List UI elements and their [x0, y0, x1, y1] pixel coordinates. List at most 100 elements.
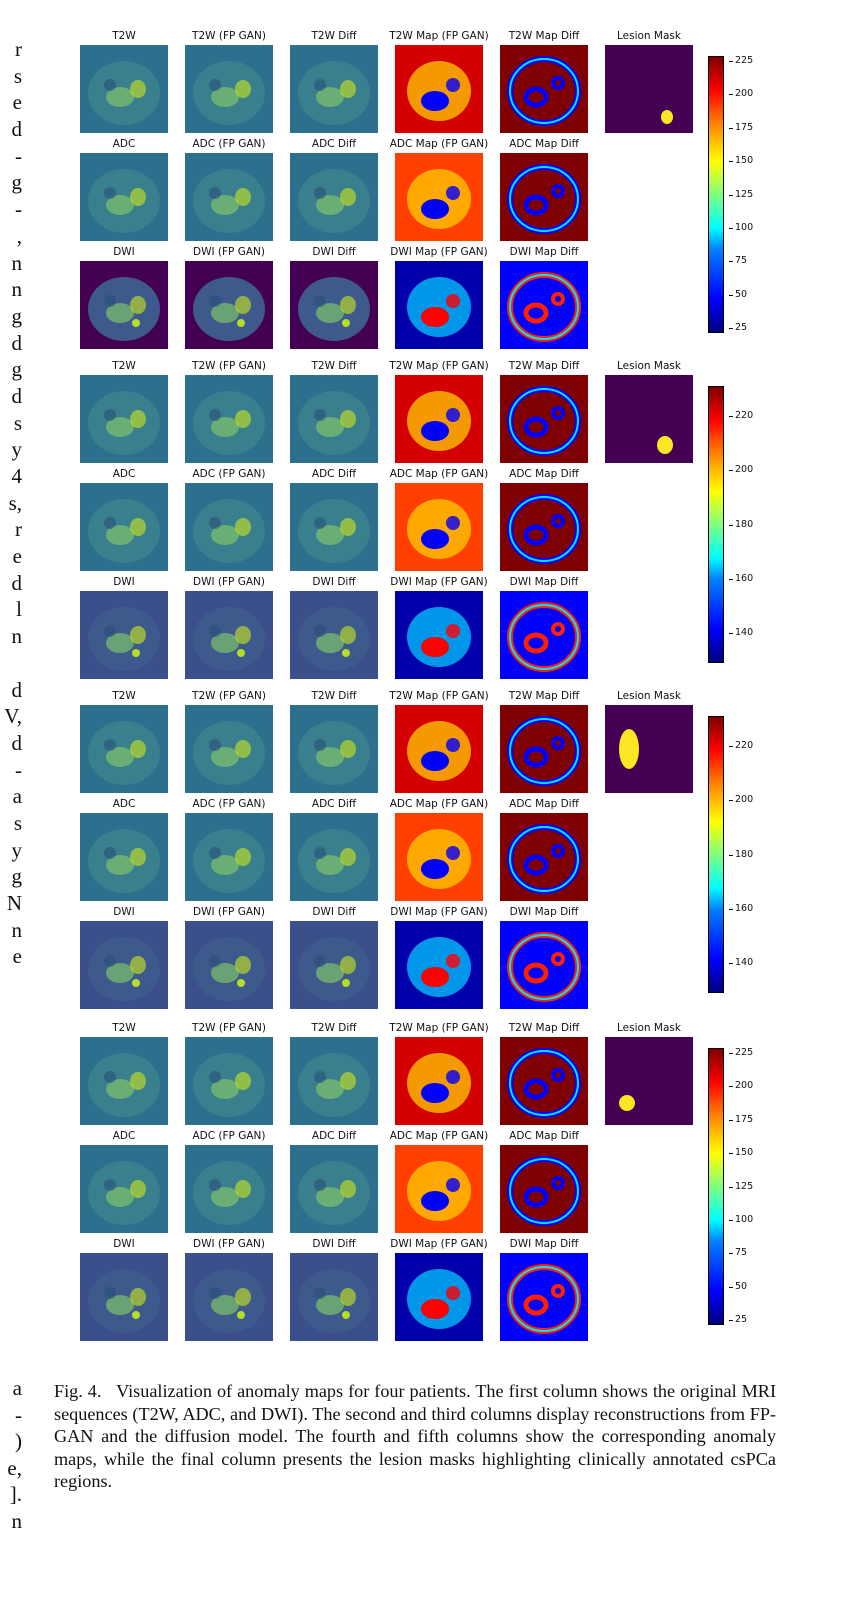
colorbar [708, 386, 724, 663]
left-margin-line: n [11, 917, 23, 942]
panel-title: T2W Map Diff [508, 30, 580, 42]
caption-text: Visualization of anomaly maps for four p… [54, 1381, 776, 1491]
panel-title: DWI Map (FP GAN) [390, 1238, 488, 1250]
left-margin-line: - [15, 197, 22, 222]
colorbar-tick-label: 220 [728, 740, 754, 751]
colorbar-tick-label: 160 [728, 572, 754, 584]
colorbar [708, 56, 724, 333]
mri-image [290, 261, 378, 349]
anomaly-map-image [500, 261, 588, 349]
panel-title: DWI Map Diff [509, 246, 579, 258]
panel-title: T2W [112, 690, 136, 702]
anomaly-map-image [500, 375, 588, 463]
mri-image [290, 45, 378, 133]
panel-title: T2W [112, 360, 136, 372]
anomaly-map-image [500, 813, 588, 901]
mri-image [290, 1145, 378, 1233]
panel-title: T2W Map Diff [508, 1022, 580, 1034]
left-margin-line: n [11, 277, 23, 302]
mri-image [80, 591, 168, 679]
panel-title: ADC Map (FP GAN) [389, 1130, 489, 1142]
colorbar-tick-label: 140 [728, 957, 754, 968]
left-margin-line: d [11, 383, 23, 408]
panel-title: Lesion Mask [617, 1022, 681, 1034]
bottom-margin-line: a [12, 1376, 22, 1400]
colorbar-tick-label: 50 [728, 288, 748, 300]
panel-title: DWI Diff [312, 246, 356, 258]
colorbar-tick-label: 225 [728, 1047, 754, 1058]
colorbar-tick-label: 160 [728, 902, 754, 914]
panel-title: ADC (FP GAN) [192, 138, 266, 150]
colorbar-tick-label: 180 [728, 848, 754, 860]
mri-image [290, 591, 378, 679]
panel-title: ADC Map Diff [509, 138, 579, 150]
colorbar-tick-label: 200 [728, 794, 754, 806]
mri-image [185, 483, 273, 571]
colorbar-tick-label: 200 [728, 464, 754, 476]
anomaly-map-image [395, 591, 483, 679]
panel-title: DWI (FP GAN) [193, 1238, 265, 1250]
anomaly-map-image [500, 153, 588, 241]
colorbar-tick-label: 225 [728, 55, 754, 66]
panel-title: T2W Map (FP GAN) [389, 360, 489, 372]
panel-title: DWI [113, 576, 135, 588]
colorbar [708, 1048, 724, 1325]
bottom-margin-line: n [11, 1508, 23, 1533]
left-margin-line: y [11, 837, 23, 862]
panel-title: DWI Diff [312, 1238, 356, 1250]
mri-image [80, 705, 168, 793]
colorbar-tick-label: 200 [728, 88, 754, 100]
panel-title: Lesion Mask [617, 690, 681, 702]
mri-image [290, 375, 378, 463]
panel-title: ADC [112, 468, 136, 480]
left-margin-line: e [12, 90, 22, 115]
panel-title: ADC [112, 798, 136, 810]
anomaly-map-image [395, 1253, 483, 1341]
panel-title: Lesion Mask [617, 360, 681, 372]
left-margin-line: - [15, 757, 22, 782]
colorbar-tick-label: 75 [728, 255, 748, 267]
panel-title: DWI Map (FP GAN) [390, 576, 488, 588]
bottom-margin-line: ) [15, 1429, 22, 1454]
colorbar-tick-label: 50 [728, 1280, 748, 1292]
left-margin-line: g [11, 864, 23, 889]
anomaly-map-image [500, 45, 588, 133]
left-margin-line: 4 [11, 464, 23, 488]
colorbar-tick-label: 175 [728, 1113, 754, 1125]
panel-title: ADC Diff [311, 1130, 357, 1142]
lesion-mask-image [605, 45, 693, 133]
anomaly-map-image [500, 1145, 588, 1233]
panel-title: ADC (FP GAN) [192, 1130, 266, 1142]
panel-title: T2W Map Diff [508, 360, 580, 372]
bottom-margin-text: a -) e,]. n [0, 1375, 22, 1535]
panel-title: DWI Diff [312, 906, 356, 918]
bottom-margin-line: ]. [9, 1482, 22, 1507]
panel-title: T2W [112, 30, 136, 42]
panel-title: ADC (FP GAN) [192, 798, 266, 810]
mri-image [185, 921, 273, 1009]
mri-image [80, 45, 168, 133]
mri-image [185, 375, 273, 463]
panel-title: DWI [113, 1238, 135, 1250]
mri-image [80, 1145, 168, 1233]
panel-title: Lesion Mask [617, 30, 681, 42]
mri-image [290, 921, 378, 1009]
mri-image [80, 483, 168, 571]
mri-image [80, 1253, 168, 1341]
mri-image [80, 375, 168, 463]
panel-title: DWI Map (FP GAN) [390, 906, 488, 918]
panel-title: ADC Diff [311, 468, 357, 480]
anomaly-map-image [395, 483, 483, 571]
mri-image [80, 153, 168, 241]
mri-image [290, 153, 378, 241]
colorbar-tick-label: 150 [728, 1147, 754, 1159]
left-margin-line: V, [4, 704, 22, 729]
panel-title: ADC (FP GAN) [192, 468, 266, 480]
panel-title: DWI (FP GAN) [193, 906, 265, 918]
anomaly-map-image [395, 813, 483, 901]
anomaly-map-image [395, 1145, 483, 1233]
panel-title: ADC Map (FP GAN) [389, 798, 489, 810]
left-margin-line: d [11, 570, 23, 595]
colorbar-tick-label: 125 [728, 188, 754, 200]
